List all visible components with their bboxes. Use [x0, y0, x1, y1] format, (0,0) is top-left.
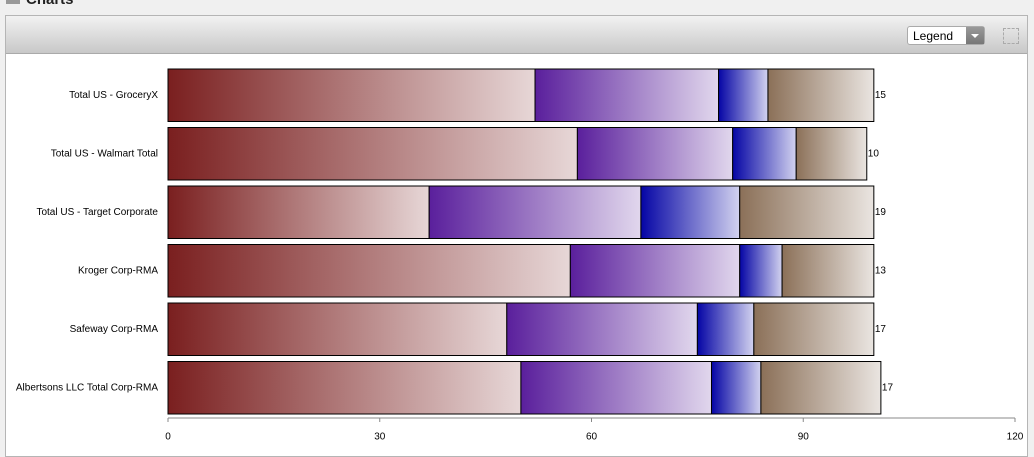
y-tick-label: Kroger Corp-RMA: [78, 265, 158, 276]
bar-segment: [428, 185, 642, 239]
bar-segment: [739, 185, 875, 239]
bar-segment: [781, 244, 875, 298]
bar-segment: [696, 302, 755, 356]
value-label: 17: [882, 382, 894, 393]
bar-segment: [506, 302, 698, 356]
bar-segment: [167, 302, 508, 356]
bar-segment: [576, 127, 734, 181]
bar-segment: [640, 185, 741, 239]
bar-segment: [739, 244, 783, 298]
panel-title: Charts: [26, 0, 74, 8]
bar-segment: [167, 68, 536, 122]
bar-segment: [718, 68, 769, 122]
dropdown-arrow[interactable]: [966, 27, 984, 44]
bar-segment: [569, 244, 741, 298]
bar-segment: [167, 244, 571, 298]
bar-segment: [732, 127, 797, 181]
y-tick-label: Total US - Walmart Total: [51, 148, 158, 159]
legend-dropdown[interactable]: Legend: [907, 26, 985, 45]
value-label: 13: [875, 265, 887, 276]
y-tick-label: Safeway Corp-RMA: [70, 324, 159, 335]
x-tick-label: 30: [374, 432, 386, 443]
panel-header: Legend: [6, 16, 1027, 54]
value-label: 17: [875, 324, 887, 335]
value-label: 15: [875, 90, 887, 101]
y-tick-label: Total US - GroceryX: [69, 90, 158, 101]
bar-segment: [167, 127, 578, 181]
panel-icon: [6, 0, 20, 4]
y-tick-label: Total US - Target Corporate: [36, 207, 158, 218]
bar-segment: [534, 68, 720, 122]
x-tick-label: 90: [798, 432, 810, 443]
expand-button[interactable]: [1003, 28, 1019, 44]
bar-segment: [167, 361, 522, 415]
bar-segment: [767, 68, 875, 122]
value-label: 19: [875, 207, 887, 218]
legend-label: Legend: [913, 29, 954, 43]
value-label: 10: [868, 148, 880, 159]
bar-segment: [520, 361, 712, 415]
x-tick-label: 120: [1007, 432, 1024, 443]
x-tick-label: 0: [165, 432, 171, 443]
bar-segment: [760, 361, 882, 415]
bar-segment: [795, 127, 868, 181]
bar-segment: [710, 361, 762, 415]
bar-segment: [167, 185, 430, 239]
x-tick-label: 60: [586, 432, 598, 443]
bar-segment: [753, 302, 875, 356]
y-tick-label: Albertsons LLC Total Corp-RMA: [16, 382, 158, 393]
